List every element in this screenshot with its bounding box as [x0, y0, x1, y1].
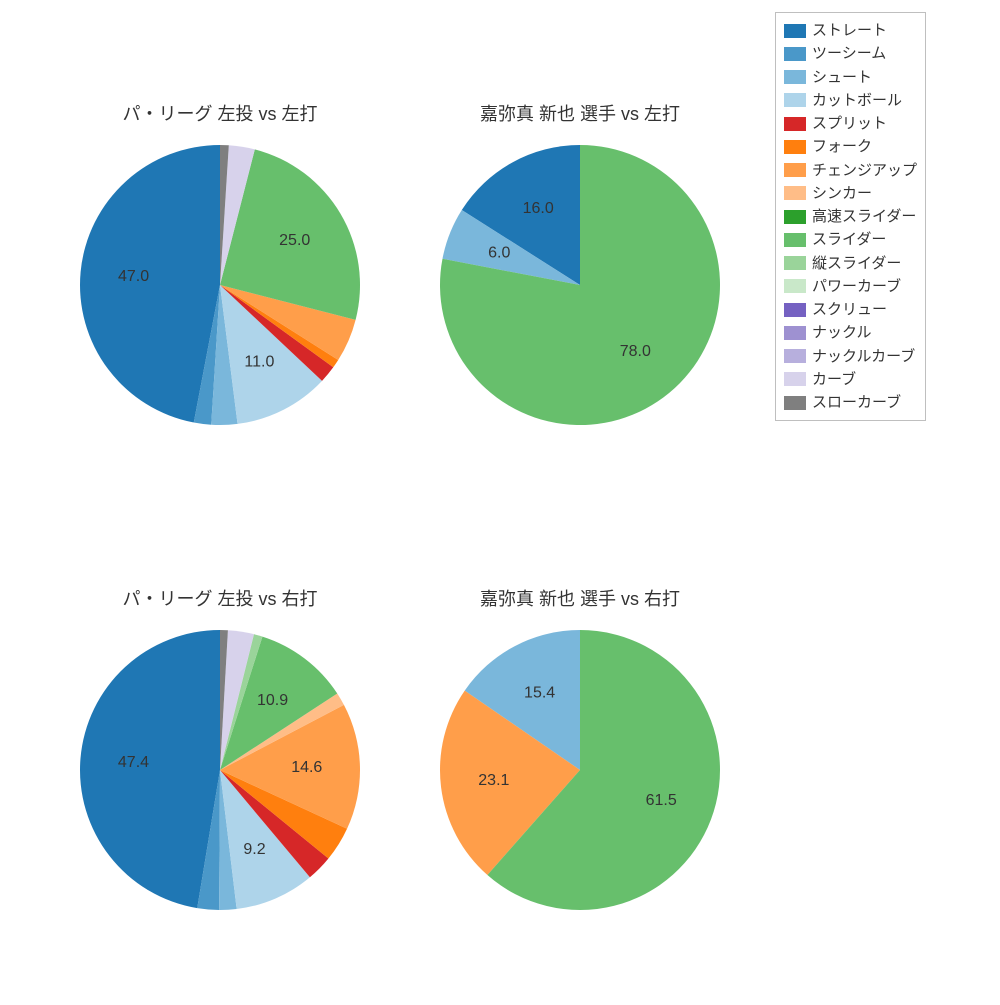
legend-item: スクリュー [784, 298, 917, 321]
pie-slice-label: 16.0 [523, 200, 554, 217]
legend-swatch [784, 303, 806, 317]
legend-swatch [784, 70, 806, 84]
legend-label: シンカー [812, 182, 872, 205]
legend: ストレートツーシームシュートカットボールスプリットフォークチェンジアップシンカー… [775, 12, 926, 421]
legend-label: ナックルカーブ [812, 345, 915, 368]
chart-title: パ・リーグ 左投 vs 左打 [80, 100, 360, 126]
legend-item: スライダー [784, 228, 917, 251]
pie-slice-label: 25.0 [279, 232, 310, 249]
legend-swatch [784, 186, 806, 200]
legend-item: 縦スライダー [784, 252, 917, 275]
legend-swatch [784, 210, 806, 224]
legend-label: ツーシーム [812, 42, 886, 65]
legend-item: ストレート [784, 19, 917, 42]
legend-item: カーブ [784, 368, 917, 391]
legend-label: 高速スライダー [812, 205, 916, 228]
legend-item: シンカー [784, 182, 917, 205]
legend-swatch [784, 349, 806, 363]
pie-slice-label: 11.0 [244, 354, 274, 371]
chart-title: パ・リーグ 左投 vs 右打 [80, 585, 360, 611]
legend-swatch [784, 140, 806, 154]
legend-label: スライダー [812, 228, 886, 251]
legend-item: 高速スライダー [784, 205, 917, 228]
legend-label: 縦スライダー [812, 252, 901, 275]
legend-swatch [784, 326, 806, 340]
pie-slice-label: 47.4 [118, 754, 149, 771]
legend-item: ナックル [784, 321, 917, 344]
legend-swatch [784, 233, 806, 247]
legend-item: シュート [784, 66, 917, 89]
legend-label: ナックル [812, 321, 872, 344]
pie-slice-label: 9.2 [243, 841, 265, 858]
legend-item: ナックルカーブ [784, 345, 917, 368]
legend-item: スローカーブ [784, 391, 917, 414]
legend-label: カーブ [812, 368, 856, 391]
legend-swatch [784, 93, 806, 107]
legend-swatch [784, 47, 806, 61]
legend-label: スクリュー [812, 298, 887, 321]
chart-grid: 47.0 11.0 25.0 16.0 6.0 78.0 47.4 9.2 14.6 10.9 15… [0, 0, 1000, 1000]
legend-swatch [784, 256, 806, 270]
legend-item: チェンジアップ [784, 159, 917, 182]
legend-swatch [784, 24, 806, 38]
legend-item: ツーシーム [784, 42, 917, 65]
legend-item: フォーク [784, 135, 917, 158]
pie-slice-label: 47.0 [118, 268, 149, 285]
pie-slice [80, 630, 220, 908]
legend-label: ストレート [812, 19, 887, 42]
pie-slice-label: 6.0 [488, 244, 510, 261]
legend-item: カットボール [784, 89, 917, 112]
pie-slice-label: 10.9 [257, 692, 288, 709]
pie-slice-label: 23.1 [478, 772, 509, 789]
legend-swatch [784, 372, 806, 386]
legend-swatch [784, 279, 806, 293]
legend-label: パワーカーブ [812, 275, 901, 298]
legend-label: フォーク [812, 135, 872, 158]
legend-item: スプリット [784, 112, 917, 135]
pie-slice-label: 61.5 [646, 792, 677, 809]
legend-item: パワーカーブ [784, 275, 917, 298]
legend-label: チェンジアップ [812, 159, 917, 182]
legend-label: シュート [812, 66, 872, 89]
pie-slice-label: 15.4 [524, 684, 555, 701]
chart-title: 嘉弥真 新也 選手 vs 右打 [440, 585, 720, 611]
legend-label: カットボール [812, 89, 902, 112]
legend-label: スプリット [812, 112, 887, 135]
pie-slice [80, 145, 220, 423]
pie-slice-label: 78.0 [620, 343, 651, 360]
pie-slice-label: 14.6 [291, 759, 322, 776]
legend-label: スローカーブ [812, 391, 901, 414]
legend-swatch [784, 117, 806, 131]
chart-title: 嘉弥真 新也 選手 vs 左打 [440, 100, 720, 126]
legend-swatch [784, 163, 806, 177]
legend-swatch [784, 396, 806, 410]
